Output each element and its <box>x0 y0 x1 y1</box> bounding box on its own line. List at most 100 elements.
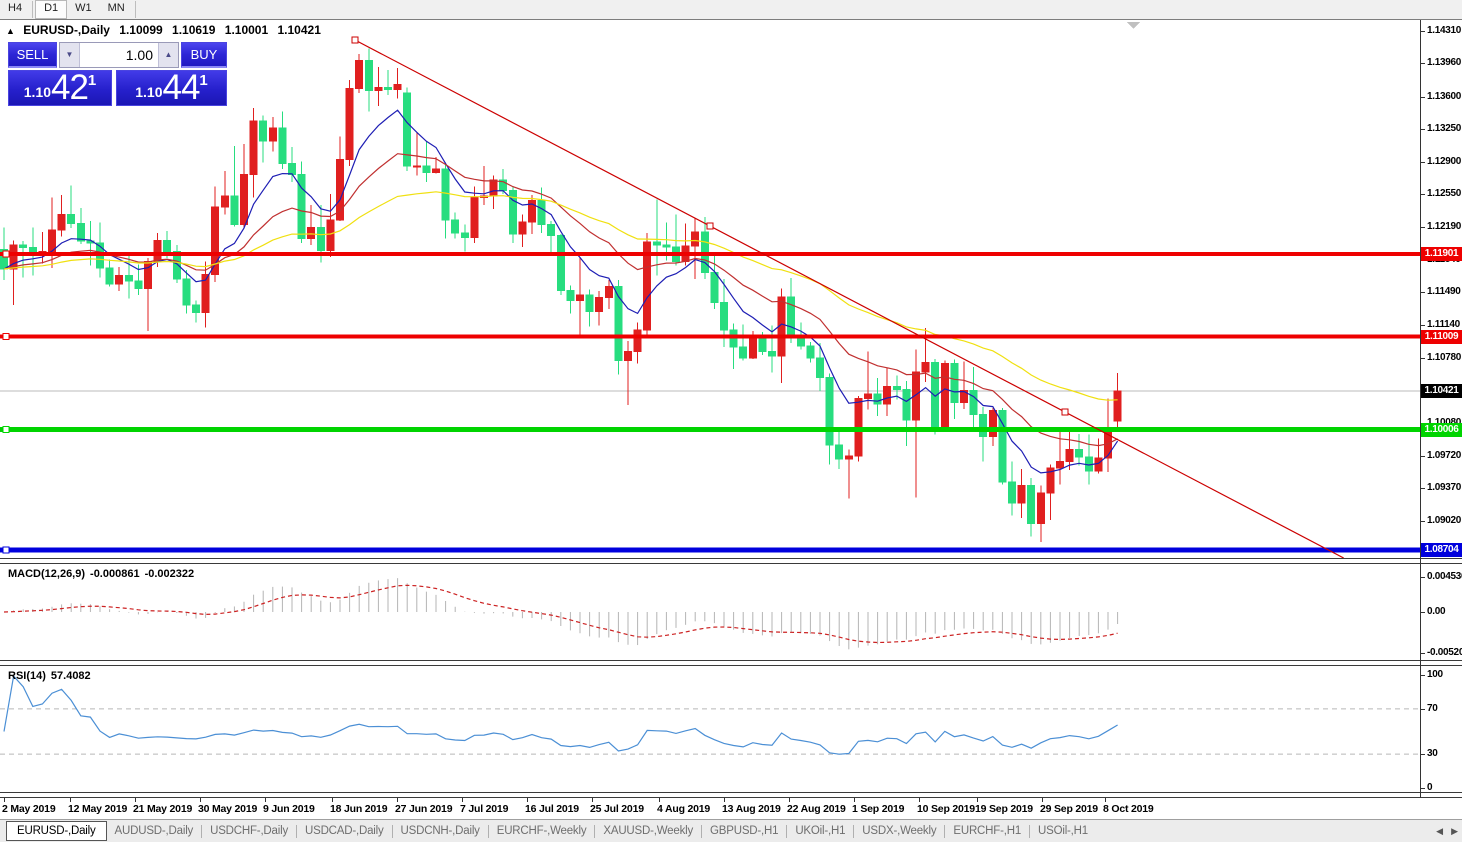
chart-tab-eurchf-weekly[interactable]: EURCHF-,Weekly <box>496 825 587 837</box>
buy-price-button[interactable]: 1.10 44 1 <box>116 70 227 106</box>
chart-tab-usoil-h1[interactable]: USOil-,H1 <box>1038 825 1088 837</box>
timeframe-h4-button[interactable]: H4 <box>8 2 23 14</box>
timeframe-toolbar: H4 D1 W1 MN <box>0 0 1462 20</box>
rsi-tick <box>1420 788 1425 789</box>
price-tick <box>1420 520 1425 522</box>
chart-tab-usdchf-daily[interactable]: USDCHF-,Daily <box>210 825 288 837</box>
date-tick <box>592 798 593 802</box>
timeframe-d1-button[interactable]: D1 <box>35 0 68 19</box>
sell-price-button[interactable]: 1.10 42 1 <box>8 70 112 106</box>
volume-stepper: ▼ ▲ <box>59 42 179 68</box>
chart-tab-usdx-weekly[interactable]: USDX-,Weekly <box>862 825 937 837</box>
time-axis[interactable]: 2 May 2019 12 May 2019 21 May 2019 30 May 2… <box>0 798 1420 817</box>
date-label: 30 May 2019 <box>198 803 258 815</box>
date-tick <box>332 798 333 802</box>
date-label: 25 Jul 2019 <box>590 803 644 815</box>
line-handle[interactable] <box>2 426 10 434</box>
tab-separator <box>853 824 855 838</box>
chart-shift-marker-icon[interactable] <box>1127 22 1140 29</box>
line-handle[interactable] <box>2 546 10 554</box>
chart-tab-ukoil-h1[interactable]: UKOil-,H1 <box>795 825 846 837</box>
date-label: 18 Jun 2019 <box>330 803 388 815</box>
collapse-triangle-icon[interactable]: ▲ <box>6 26 15 36</box>
price-tick <box>1420 488 1425 490</box>
volume-input[interactable] <box>80 43 158 67</box>
panel-splitter[interactable] <box>0 665 1462 666</box>
price-badge: 1.10421 <box>1421 384 1462 399</box>
date-label: 22 Aug 2019 <box>787 803 846 815</box>
sell-price-pipette: 1 <box>87 72 97 89</box>
timeframe-mn-button[interactable]: MN <box>107 2 125 14</box>
date-tick <box>724 798 725 802</box>
date-label: 10 Sep 2019 <box>917 803 975 815</box>
tab-separator <box>296 824 297 838</box>
timeframe-w1-button[interactable]: W1 <box>75 2 92 14</box>
price-tick <box>1420 456 1425 458</box>
rsi-value: 57.4082 <box>50 670 91 682</box>
trendline-handle[interactable] <box>1061 408 1069 416</box>
chart-tab-gbpusd-h1[interactable]: GBPUSD-,H1 <box>710 825 779 837</box>
macd-signal-value: -0.002322 <box>144 568 195 580</box>
chart-tab-bar: EURUSD-,Daily AUDUSD-,Daily USDCHF-,Daily U… <box>0 819 1462 842</box>
buy-button[interactable]: BUY <box>181 42 227 68</box>
descending-trendline[interactable] <box>354 39 1344 558</box>
date-label: 1 Sep 2019 <box>852 803 905 815</box>
tab-separator <box>944 824 946 838</box>
panel-splitter[interactable] <box>0 558 1462 559</box>
price-tick-label: 1.13960 <box>1427 57 1462 69</box>
volume-decrease-button[interactable]: ▼ <box>60 43 80 67</box>
sell-button[interactable]: SELL <box>8 42 57 68</box>
rsi-label: RSI(14) 57.4082 <box>8 670 96 682</box>
price-tick-label: 1.10080 <box>1427 417 1462 429</box>
date-tick <box>462 798 463 802</box>
price-badge: 1.08704 <box>1421 543 1462 558</box>
price-tick-label: 1.09720 <box>1427 450 1462 462</box>
price-badge: 1.10006 <box>1421 422 1462 437</box>
tab-separator <box>487 824 489 838</box>
panel-splitter[interactable] <box>0 792 1462 793</box>
price-tick <box>1420 357 1425 359</box>
chart-tab-xauusd-weekly[interactable]: XAUUSD-,Weekly <box>603 825 694 837</box>
price-tick <box>1420 193 1425 195</box>
tab-separator <box>391 824 393 838</box>
tab-scroll-left-icon[interactable]: ◀ <box>1436 826 1444 836</box>
price-tick <box>1420 292 1425 294</box>
panel-splitter[interactable] <box>0 660 1462 661</box>
toolbar-separator <box>134 1 136 18</box>
price-tick-label: 1.09020 <box>1427 514 1462 526</box>
trendline-handle[interactable] <box>706 222 714 230</box>
macd-indicator-canvas[interactable] <box>0 566 1420 658</box>
date-label: 27 Jun 2019 <box>395 803 453 815</box>
price-tick-label: 1.13600 <box>1427 90 1462 102</box>
chart-tab-audusd-daily[interactable]: AUDUSD-,Daily <box>114 825 194 837</box>
price-badge: 1.11901 <box>1421 247 1462 262</box>
chart-tab-eurchf-h1[interactable]: EURCHF-,H1 <box>953 825 1022 837</box>
date-label: 4 Aug 2019 <box>657 803 711 815</box>
chart-tab-usdcnh-daily[interactable]: USDCNH-,Daily <box>400 825 480 837</box>
panel-splitter[interactable] <box>0 797 1462 798</box>
line-handle[interactable] <box>2 333 10 341</box>
price-tick-label: 1.14310 <box>1427 25 1462 37</box>
tab-scroll-arrows: ◀ ▶ <box>1436 825 1458 837</box>
trendline-handle[interactable] <box>351 36 359 44</box>
candles-group <box>0 48 1122 543</box>
price-chart-canvas[interactable] <box>0 20 1420 558</box>
macd-tick-label: -0.005205 <box>1427 646 1462 658</box>
line-handle[interactable] <box>2 250 10 258</box>
moving-average-line-8[interactable] <box>3 109 1119 474</box>
chart-tab-usdcad-daily[interactable]: USDCAD-,Daily <box>305 825 384 837</box>
macd-tick <box>1420 652 1425 654</box>
moving-average-line-45[interactable] <box>3 191 1118 401</box>
chart-symbol-label: EURUSD-,Daily <box>23 23 110 37</box>
volume-increase-button[interactable]: ▲ <box>158 43 178 67</box>
tab-scroll-right-icon[interactable]: ▶ <box>1451 826 1458 836</box>
date-tick <box>659 798 660 802</box>
rsi-indicator-canvas[interactable] <box>0 668 1420 790</box>
date-label: 7 Jul 2019 <box>460 803 509 815</box>
rsi-tick-label: 70 <box>1427 702 1438 714</box>
chart-tab-eurusd-daily[interactable]: EURUSD-,Daily <box>6 821 107 841</box>
panel-splitter[interactable] <box>0 563 1462 564</box>
macd-value: -0.000861 <box>90 568 140 580</box>
moving-average-line-20[interactable] <box>3 153 1118 447</box>
